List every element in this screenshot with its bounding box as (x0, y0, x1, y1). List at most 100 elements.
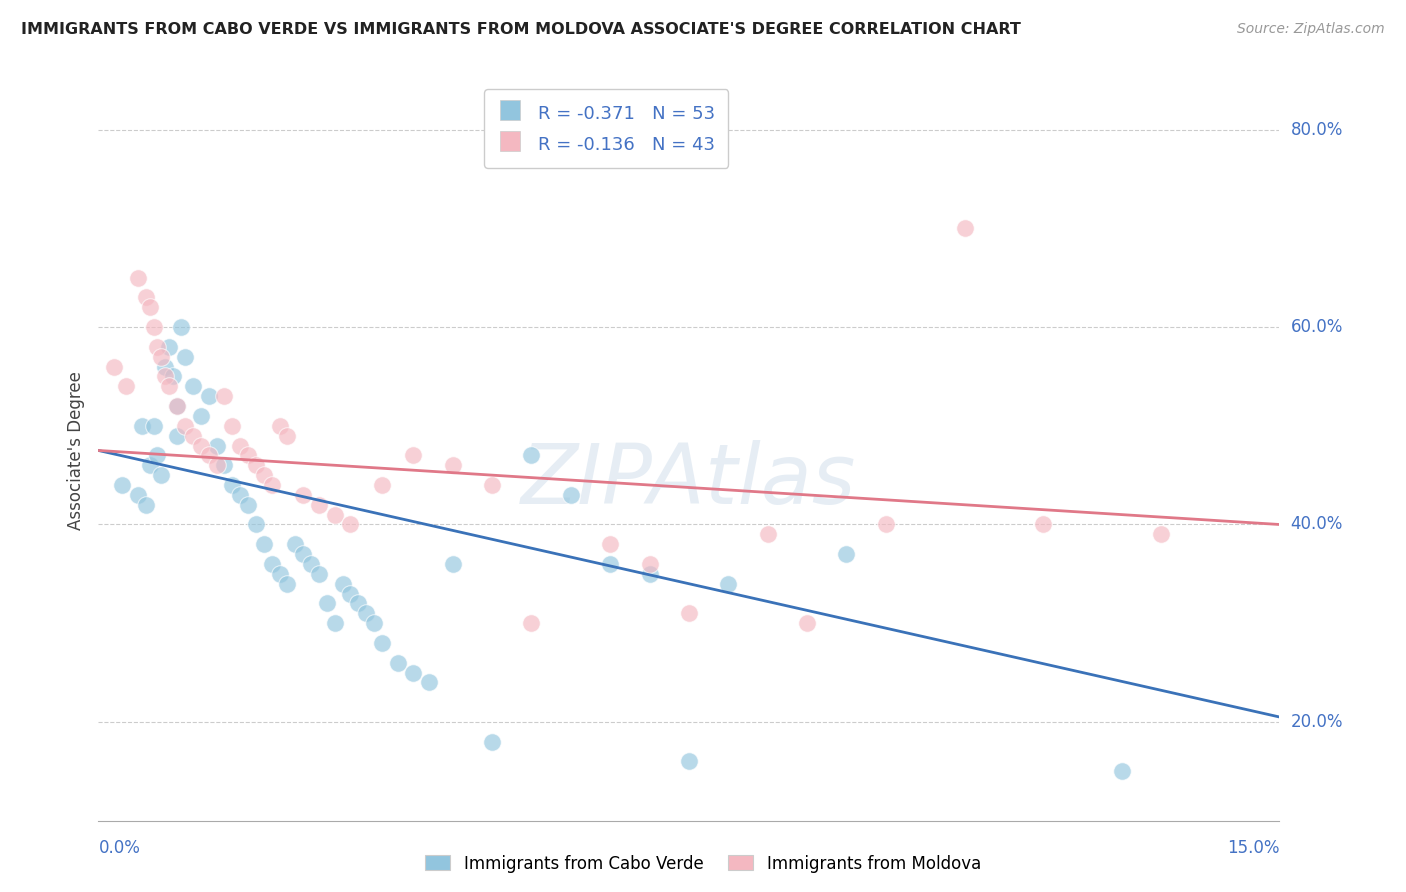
Point (347, 597, 370, 611)
Point (135, 498, 157, 512)
Point (127, 270, 149, 285)
Text: ZIPAtlas: ZIPAtlas (522, 440, 856, 521)
Point (214, 458, 236, 473)
Point (245, 517, 267, 532)
Point (269, 566, 291, 581)
Point (142, 320, 165, 334)
Point (111, 478, 134, 492)
Legend: R = -0.371   N = 53, R = -0.136   N = 43: R = -0.371 N = 53, R = -0.136 N = 43 (484, 89, 728, 168)
Text: IMMIGRANTS FROM CABO VERDE VS IMMIGRANTS FROM MOLDOVA ASSOCIATE'S DEGREE CORRELA: IMMIGRANTS FROM CABO VERDE VS IMMIGRANTS… (21, 22, 1021, 37)
Y-axis label: Associate's Degree: Associate's Degree (66, 371, 84, 530)
Text: 15.0%: 15.0% (1227, 839, 1279, 857)
Point (678, 755, 700, 769)
Point (157, 340, 180, 354)
Point (205, 458, 228, 473)
Point (481, 734, 503, 748)
Point (150, 468, 173, 483)
Point (402, 665, 425, 680)
Point (717, 576, 740, 591)
Point (142, 418, 165, 433)
Text: 60.0%: 60.0% (1291, 318, 1343, 336)
Point (953, 221, 976, 235)
Point (276, 428, 298, 442)
Point (323, 616, 346, 631)
Point (190, 438, 212, 452)
Point (323, 508, 346, 522)
Text: 20.0%: 20.0% (1291, 713, 1343, 731)
Point (339, 586, 361, 600)
Point (205, 438, 228, 452)
Point (481, 478, 503, 492)
Text: 0.0%: 0.0% (98, 839, 141, 857)
Point (756, 527, 779, 541)
Point (245, 458, 267, 473)
Point (155, 369, 177, 384)
Point (115, 379, 138, 393)
Text: 40.0%: 40.0% (1291, 516, 1343, 533)
Point (1150, 527, 1173, 541)
Point (146, 340, 169, 354)
Point (299, 557, 322, 571)
Point (315, 597, 337, 611)
Point (441, 557, 464, 571)
Point (599, 557, 621, 571)
Point (1111, 764, 1133, 779)
Point (418, 675, 440, 690)
Point (308, 498, 330, 512)
Point (155, 359, 177, 374)
Point (260, 478, 283, 492)
Point (229, 488, 252, 502)
Point (269, 418, 291, 433)
Point (253, 468, 276, 483)
Point (308, 566, 330, 581)
Point (157, 379, 180, 393)
Point (520, 616, 543, 631)
Point (166, 399, 188, 413)
Point (181, 379, 204, 393)
Point (229, 438, 252, 452)
Point (174, 350, 197, 364)
Point (103, 359, 125, 374)
Point (354, 607, 377, 621)
Point (520, 449, 543, 463)
Point (181, 428, 204, 442)
Point (339, 517, 361, 532)
Point (127, 488, 149, 502)
Point (221, 418, 243, 433)
Point (402, 449, 425, 463)
Point (197, 449, 219, 463)
Point (174, 418, 197, 433)
Point (162, 369, 184, 384)
Point (875, 517, 897, 532)
Text: Source: ZipAtlas.com: Source: ZipAtlas.com (1237, 22, 1385, 37)
Text: 80.0%: 80.0% (1291, 120, 1343, 138)
Point (284, 537, 307, 551)
Point (253, 537, 276, 551)
Point (441, 458, 464, 473)
Point (236, 498, 259, 512)
Point (371, 478, 394, 492)
Point (138, 458, 160, 473)
Point (138, 301, 160, 315)
Point (221, 478, 243, 492)
Point (599, 537, 621, 551)
Point (835, 547, 858, 561)
Point (166, 399, 188, 413)
Point (260, 557, 283, 571)
Point (796, 616, 818, 631)
Point (150, 350, 173, 364)
Point (131, 418, 153, 433)
Point (1032, 517, 1054, 532)
Point (236, 449, 259, 463)
Point (214, 389, 236, 403)
Point (560, 488, 582, 502)
Point (638, 557, 661, 571)
Point (146, 449, 169, 463)
Point (135, 290, 157, 304)
Point (197, 389, 219, 403)
Point (371, 636, 394, 650)
Point (292, 488, 315, 502)
Point (387, 656, 409, 670)
Point (170, 320, 193, 334)
Point (276, 576, 298, 591)
